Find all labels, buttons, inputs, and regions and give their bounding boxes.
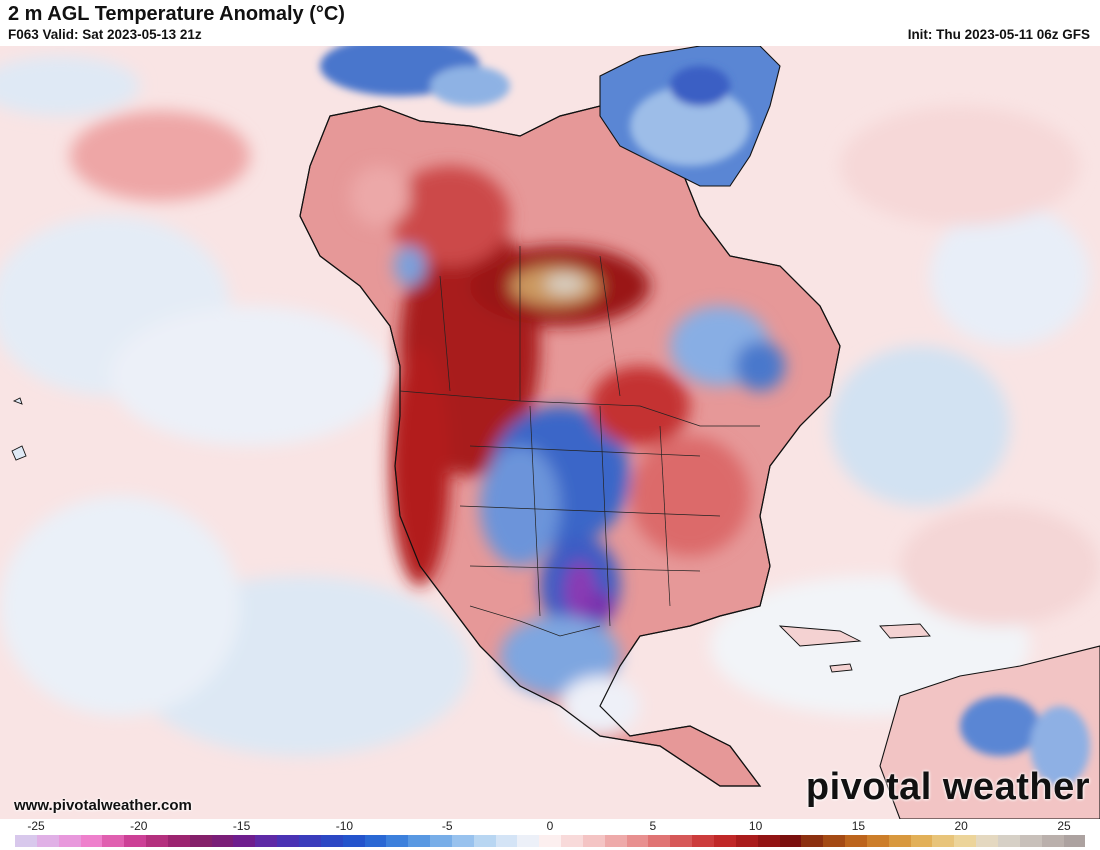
arctic-cold-region [320,46,510,106]
init-time: Init: Thu 2023-05-11 06z GFS [907,27,1090,42]
legend-swatch [15,835,37,847]
legend-tick-label: 25 [1057,819,1071,833]
color-legend: -25 -20 -15 -10 -5 0 5 10 15 20 25 [0,819,1100,850]
hawaii-islands [11,397,27,461]
legend-tick-label: -25 [27,819,45,833]
legend-swatch [277,835,299,847]
legend-tick-label: 0 [546,819,554,833]
legend-tick-label: 20 [954,819,968,833]
legend-swatch [473,835,496,847]
legend-swatch [779,835,802,847]
legend-swatch [692,835,714,847]
legend-swatch [167,835,190,847]
legend-swatch [714,835,736,847]
legend-swatch [582,835,605,847]
legend-tick-label: -20 [130,819,148,833]
legend-swatch [1041,835,1064,847]
legend-swatch [910,835,933,847]
legend-swatch [211,835,234,847]
legend-swatch [255,835,278,847]
legend-swatch [757,835,780,847]
valid-time: F063 Valid: Sat 2023-05-13 21z [8,27,202,42]
legend-tick-label: 15 [851,819,866,833]
legend-swatch [801,835,824,847]
map-title: 2 m AGL Temperature Anomaly (°C) [8,3,345,25]
legend-tick-label: 10 [748,819,763,833]
legend-swatch [845,835,867,847]
legend-swatch [976,835,998,847]
legend-swatch [102,835,125,847]
legend-swatch [604,835,627,847]
legend-swatch [954,835,977,847]
legend-swatch [823,835,846,847]
legend-tick-label: -10 [335,819,354,833]
legend-ticks: -25 -20 -15 -10 -5 0 5 10 15 20 25 [0,819,1100,834]
legend-swatch [539,835,562,847]
legend-swatch [408,835,431,847]
legend-colorbar [15,835,1086,847]
legend-swatch [451,835,474,847]
caribbean-islands [778,623,931,673]
legend-swatch [124,835,147,847]
legend-swatch [430,835,452,847]
legend-swatch [320,835,343,847]
legend-swatch [888,835,911,847]
legend-swatch [1063,835,1086,847]
greenland [599,46,781,187]
brand-watermark: pivotal weather [805,766,1090,808]
legend-swatch [866,835,889,847]
legend-swatch [58,835,81,847]
legend-swatch [495,835,518,847]
legend-tick-label: -5 [441,819,453,833]
legend-swatch [146,835,168,847]
legend-swatch [735,835,758,847]
legend-swatch [189,835,212,847]
legend-swatch [626,835,649,847]
site-url: www.pivotalweather.com [14,797,192,814]
legend-swatch [342,835,365,847]
south-america [879,645,1100,819]
legend-tick-label: -15 [232,819,251,833]
legend-swatch [80,835,103,847]
legend-tick-label: 5 [649,819,657,833]
legend-swatch [932,835,955,847]
legend-swatch [386,835,409,847]
legend-swatch [561,835,583,847]
legend-swatch [36,835,59,847]
legend-swatch [233,835,256,847]
legend-swatch [364,835,387,847]
temperature-anomaly-map [0,46,1100,819]
legend-swatch [670,835,693,847]
legend-swatch [648,835,671,847]
map-canvas [0,46,1100,819]
legend-swatch [1019,835,1042,847]
legend-swatch [517,835,540,847]
legend-swatch [298,835,321,847]
political-boundaries [399,246,760,637]
legend-swatch [997,835,1020,847]
ocean-anomaly-patches [0,56,1100,756]
map-header: 2 m AGL Temperature Anomaly (°C) F063 Va… [0,0,1100,46]
